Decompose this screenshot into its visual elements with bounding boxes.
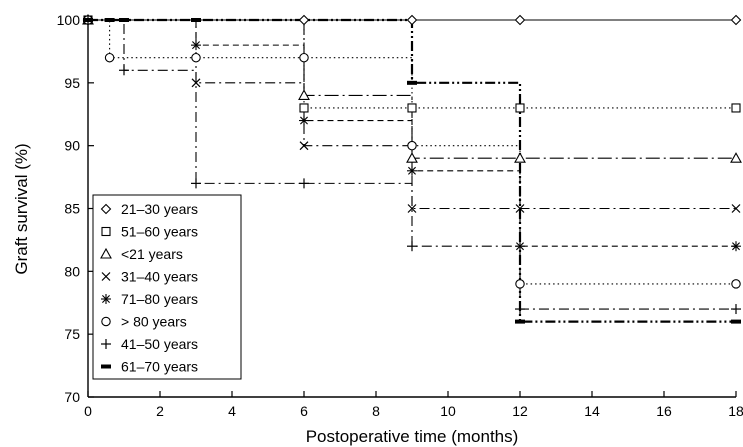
- point-51-60-years: [731, 103, 741, 113]
- legend-label: > 80 years: [121, 314, 187, 330]
- point-71-80-years: [731, 241, 741, 252]
- point-21-30-years: [514, 14, 526, 26]
- point-41-50-years: [191, 178, 201, 189]
- point-51-60-years: [515, 103, 525, 113]
- x-axis-title: Postoperative time (months): [306, 427, 519, 446]
- point-61-70-years: [731, 319, 741, 324]
- point-80-years: [731, 279, 741, 289]
- legend-label: 31–40 years: [121, 269, 198, 285]
- legend-label: 71–80 years: [121, 291, 198, 307]
- point-21-30-years: [730, 14, 742, 26]
- point-51-60-years: [299, 103, 309, 113]
- legend-marker-71-80-years: [101, 294, 111, 304]
- ticks: 0 2 4 6 8 10 12 14 16 18 70 75 80 85 90 95 100: [57, 12, 743, 419]
- x-tick-label: 0: [84, 403, 92, 419]
- legend-box: [92, 194, 242, 380]
- series-markers: [82, 13, 742, 324]
- point-31-40-years: [407, 204, 417, 213]
- y-tick-label: 85: [64, 201, 80, 217]
- legend-label: 41–50 years: [121, 336, 198, 352]
- point-61-70-years: [407, 80, 417, 85]
- x-tick-label: 16: [656, 403, 672, 419]
- y-axis-title: Graft survival (%): [12, 143, 31, 274]
- point-21-30-years: [298, 14, 310, 26]
- point-80-years: [104, 52, 115, 63]
- point-61-70-years: [83, 18, 93, 22]
- point-21-years: [730, 152, 742, 163]
- y-tick-label: 90: [64, 138, 80, 154]
- x-tick-label: 12: [512, 403, 528, 419]
- point-31-40-years: [191, 78, 201, 88]
- point-41-50-years: [119, 65, 129, 76]
- point-61-70-years: [515, 319, 525, 324]
- y-tick-label: 70: [64, 389, 80, 405]
- legend-marker-80-years: [101, 316, 111, 327]
- point-51-60-years: [407, 103, 417, 113]
- y-tick-label: 80: [64, 263, 80, 279]
- x-tick-label: 2: [156, 403, 164, 419]
- point-71-80-years: [299, 115, 309, 126]
- series-line-41-50-years: [88, 19, 736, 310]
- point-31-40-years: [299, 141, 309, 151]
- series-line-51-60-years: [88, 19, 736, 109]
- legend: 21–30 years 51–60 years <21 years 31–40 yea…: [92, 194, 242, 380]
- y-tick-label: 95: [64, 75, 80, 91]
- x-tick-label: 18: [728, 403, 743, 419]
- point-41-50-years: [731, 304, 741, 315]
- legend-marker-21-30-years: [100, 203, 112, 215]
- point-80-years: [191, 52, 201, 63]
- legend-label: 61–70 years: [121, 359, 198, 375]
- point-80-years: [407, 140, 417, 151]
- point-61-70-years: [119, 18, 129, 22]
- legend-marker-61-70-years: [101, 364, 111, 369]
- x-tick-label: 6: [300, 403, 308, 419]
- point-71-80-years: [407, 165, 417, 176]
- y-tick-label: 75: [64, 326, 80, 342]
- point-21-years: [298, 89, 310, 100]
- point-41-50-years: [515, 304, 525, 315]
- legend-label: <21 years: [121, 246, 183, 262]
- point-21-30-years: [406, 14, 418, 26]
- point-71-80-years: [515, 241, 525, 252]
- point-31-40-years: [515, 204, 525, 213]
- y-tick-label: 100: [57, 12, 81, 28]
- legend-marker-31-40-years: [101, 272, 111, 281]
- point-71-80-years: [191, 40, 201, 51]
- legend-marker-21-years: [100, 247, 112, 259]
- point-41-50-years: [407, 241, 417, 252]
- point-61-70-years: [104, 18, 115, 22]
- point-80-years: [515, 279, 525, 289]
- point-21-years: [514, 152, 526, 163]
- legend-marker-51-60-years: [101, 226, 111, 237]
- legend-marker-41-50-years: [101, 339, 111, 349]
- point-61-70-years: [191, 18, 201, 22]
- point-21-years: [406, 152, 418, 163]
- point-80-years: [299, 52, 309, 63]
- x-tick-label: 10: [440, 403, 456, 419]
- x-tick-label: 8: [372, 403, 380, 419]
- point-31-40-years: [731, 204, 741, 213]
- x-tick-label: 14: [584, 403, 600, 419]
- x-tick-label: 4: [228, 403, 236, 419]
- legend-label: 51–60 years: [121, 224, 198, 240]
- legend-label: 21–30 years: [121, 201, 198, 217]
- point-41-50-years: [299, 178, 309, 189]
